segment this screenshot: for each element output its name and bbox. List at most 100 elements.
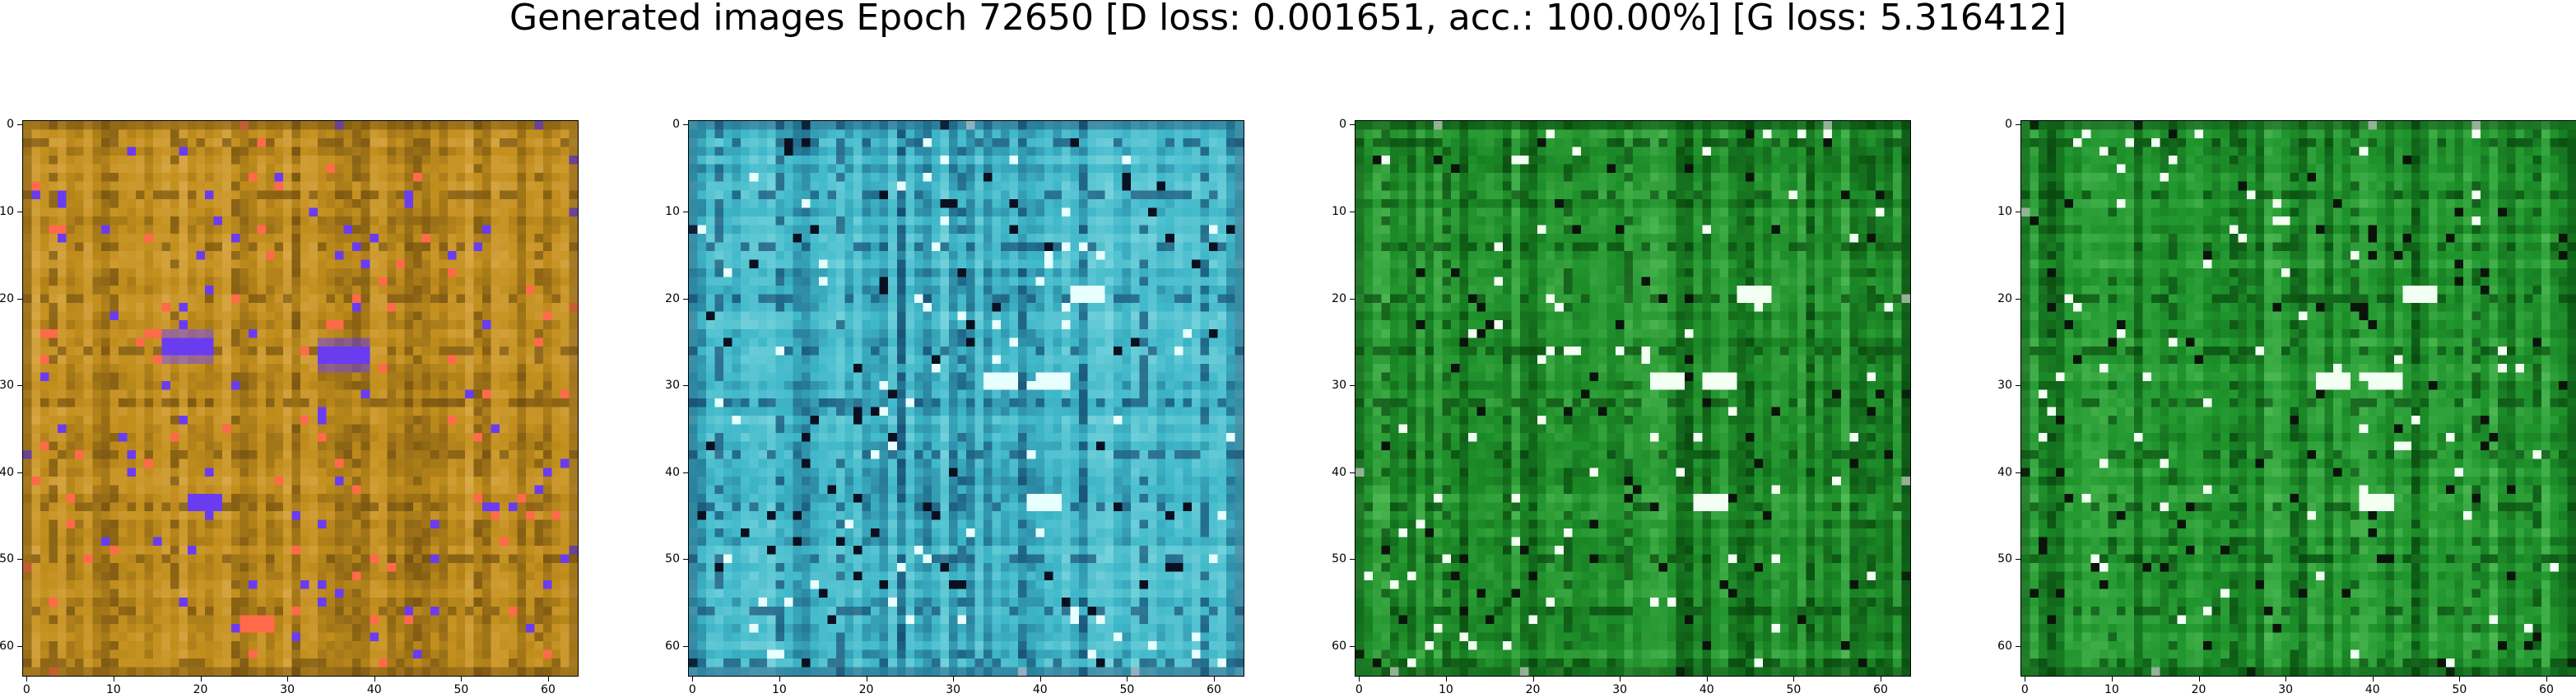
y-tick-label: 20 xyxy=(1332,291,1346,305)
x-tick-mark xyxy=(2285,677,2287,682)
image-pixels xyxy=(1355,121,1910,676)
y-tick-mark xyxy=(17,124,22,126)
x-tick-label: 20 xyxy=(1525,683,1541,696)
y-tick-mark xyxy=(683,472,688,473)
x-tick-mark xyxy=(1359,677,1360,682)
y-tick-label: 30 xyxy=(1997,379,2012,393)
image-panel-2: 0 0 10 10 20 20 30 30 40 40 50 50 60 60 xyxy=(665,115,1244,696)
x-tick-mark xyxy=(1039,677,1041,682)
y-tick-label: 50 xyxy=(1332,552,1346,566)
y-tick-mark xyxy=(17,646,22,648)
x-tick-mark xyxy=(1445,677,1447,682)
y-tick-mark xyxy=(2016,472,2020,473)
y-tick-label: 40 xyxy=(1332,465,1346,479)
y-tick-mark xyxy=(683,559,688,561)
x-tick-label: 0 xyxy=(688,683,696,696)
y-tick-mark xyxy=(683,298,688,300)
x-tick-mark xyxy=(461,677,463,682)
x-tick-label: 50 xyxy=(2452,683,2467,696)
y-tick-mark xyxy=(2016,298,2020,300)
x-tick-mark xyxy=(2372,677,2374,682)
generated-image-1 xyxy=(22,120,579,677)
y-tick-label: 50 xyxy=(0,552,14,566)
x-tick-label: 30 xyxy=(280,683,295,696)
y-tick-label: 10 xyxy=(1997,204,2012,218)
y-tick-mark xyxy=(1350,559,1355,561)
x-tick-label: 50 xyxy=(1786,683,1802,696)
figure-title: Generated images Epoch 72650 [D loss: 0.… xyxy=(509,0,2067,39)
x-tick-mark xyxy=(374,677,375,682)
image-pixels xyxy=(23,121,578,676)
x-tick-mark xyxy=(779,677,780,682)
x-tick-label: 0 xyxy=(22,683,30,696)
x-tick-label: 30 xyxy=(1612,683,1628,696)
y-tick-label: 40 xyxy=(665,465,680,479)
x-tick-label: 30 xyxy=(2278,683,2294,696)
y-tick-label: 50 xyxy=(665,552,680,566)
y-tick-mark xyxy=(1350,472,1355,473)
y-tick-label: 0 xyxy=(1339,118,1346,132)
y-tick-mark xyxy=(683,646,688,648)
x-tick-mark xyxy=(953,677,955,682)
x-tick-label: 50 xyxy=(1119,683,1135,696)
image-pixels xyxy=(689,121,1244,676)
x-tick-mark xyxy=(692,677,694,682)
y-tick-label: 60 xyxy=(1997,640,2012,654)
y-tick-mark xyxy=(1350,646,1355,648)
x-tick-mark xyxy=(1532,677,1534,682)
y-tick-label: 60 xyxy=(665,640,680,654)
y-tick-label: 60 xyxy=(0,640,14,654)
x-tick-label: 20 xyxy=(858,683,874,696)
x-tick-mark xyxy=(2111,677,2113,682)
y-tick-label: 0 xyxy=(2005,118,2012,132)
x-tick-mark xyxy=(1706,677,1708,682)
y-tick-mark xyxy=(2016,559,2020,561)
x-tick-mark xyxy=(2198,677,2200,682)
generated-image-2 xyxy=(688,120,1244,677)
generated-image-4 xyxy=(2020,120,2576,677)
x-tick-mark xyxy=(548,677,550,682)
y-tick-mark xyxy=(1350,385,1355,387)
image-panel-1: 0 0 10 10 20 20 30 30 40 40 50 50 60 60 xyxy=(0,115,579,696)
y-tick-label: 0 xyxy=(672,118,680,132)
y-tick-mark xyxy=(2016,646,2020,648)
generated-image-3 xyxy=(1355,120,1911,677)
y-tick-label: 10 xyxy=(665,204,680,218)
y-tick-mark xyxy=(17,385,22,387)
x-tick-label: 40 xyxy=(2364,683,2380,696)
y-tick-label: 20 xyxy=(665,291,680,305)
y-tick-label: 30 xyxy=(0,379,14,393)
y-tick-label: 40 xyxy=(1997,465,2012,479)
y-tick-label: 40 xyxy=(0,465,14,479)
y-tick-label: 50 xyxy=(1997,552,2012,566)
image-panel-3: 0 0 10 10 20 20 30 30 40 40 50 50 60 60 xyxy=(1332,115,1911,696)
x-tick-label: 0 xyxy=(2020,683,2029,696)
x-tick-mark xyxy=(1127,677,1128,682)
x-tick-label: 10 xyxy=(2104,683,2119,696)
y-tick-mark xyxy=(2016,124,2020,126)
x-tick-label: 60 xyxy=(1207,683,1221,696)
x-tick-mark xyxy=(1214,677,1216,682)
x-tick-label: 40 xyxy=(1032,683,1048,696)
y-tick-label: 30 xyxy=(1332,379,1346,393)
x-tick-label: 40 xyxy=(366,683,382,696)
x-tick-label: 60 xyxy=(2539,683,2554,696)
x-tick-label: 60 xyxy=(1873,683,1888,696)
y-tick-mark xyxy=(17,298,22,300)
y-tick-label: 20 xyxy=(1997,291,2012,305)
image-pixels xyxy=(2021,121,2576,676)
x-tick-mark xyxy=(1793,677,1795,682)
y-tick-mark xyxy=(17,559,22,561)
x-tick-mark xyxy=(26,677,28,682)
x-tick-mark xyxy=(287,677,289,682)
x-tick-label: 40 xyxy=(1699,683,1714,696)
x-tick-mark xyxy=(2546,677,2548,682)
y-tick-label: 0 xyxy=(7,118,14,132)
y-tick-label: 60 xyxy=(1332,640,1346,654)
y-tick-mark xyxy=(683,385,688,387)
x-tick-label: 30 xyxy=(946,683,961,696)
y-tick-mark xyxy=(2016,385,2020,387)
image-panel-4: 0 0 10 10 20 20 30 30 40 40 50 50 60 60 xyxy=(1997,115,2576,696)
y-tick-label: 10 xyxy=(0,204,14,218)
x-tick-label: 0 xyxy=(1355,683,1363,696)
